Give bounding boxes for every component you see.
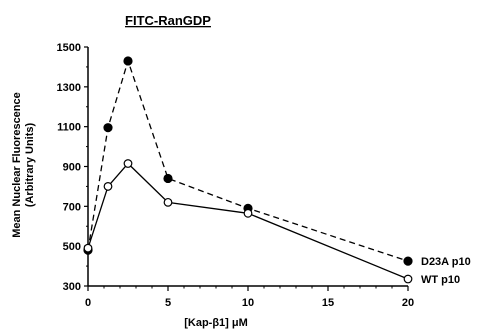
series-line-1 <box>87 58 409 262</box>
open-data-point <box>103 182 113 191</box>
filled-data-point <box>103 123 113 133</box>
y-tick-label: 1300 <box>57 82 81 94</box>
y-tick-label: 300 <box>63 281 81 293</box>
series-label-2: WT p10 <box>421 274 460 286</box>
open-data-point <box>83 243 93 253</box>
x-tick-label: 15 <box>322 297 334 309</box>
x-axis-label: [Kap-β1] μM <box>184 317 248 329</box>
y-axis-sublabel: (Arbitrary Units) <box>24 122 36 207</box>
filled-data-point <box>163 173 173 184</box>
y-tick-label: 1100 <box>57 122 81 134</box>
x-tick-label: 20 <box>402 297 414 309</box>
y-axis-label: Mean Nuclear Fluorescence <box>11 92 23 238</box>
series-label-1: D23A p10 <box>421 256 471 268</box>
open-data-point <box>123 159 133 168</box>
open-data-point <box>163 197 173 207</box>
filled-data-point <box>403 256 413 266</box>
chart-title: FITC-RanGDP <box>125 13 211 28</box>
filled-data-point <box>123 56 133 66</box>
y-tick-label: 500 <box>63 241 81 253</box>
open-data-point <box>403 274 413 284</box>
y-tick-label: 900 <box>63 162 81 174</box>
plot-area: 300 500 700 900 1100 1300 1500 0 5 10 15 20 D23A p10… <box>57 42 471 309</box>
open-data-point <box>243 208 253 218</box>
y-tick-label: 700 <box>63 201 81 213</box>
x-tick-label: 10 <box>242 297 254 309</box>
x-tick-label: 5 <box>165 297 171 309</box>
x-tick-label: 0 <box>85 297 91 309</box>
y-tick-label: 1500 <box>57 42 81 54</box>
series-line-2 <box>87 162 409 280</box>
